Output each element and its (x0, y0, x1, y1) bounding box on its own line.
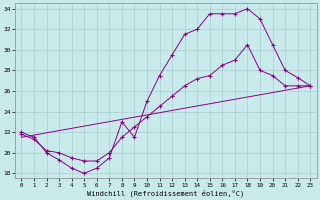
X-axis label: Windchill (Refroidissement éolien,°C): Windchill (Refroidissement éolien,°C) (87, 189, 244, 197)
